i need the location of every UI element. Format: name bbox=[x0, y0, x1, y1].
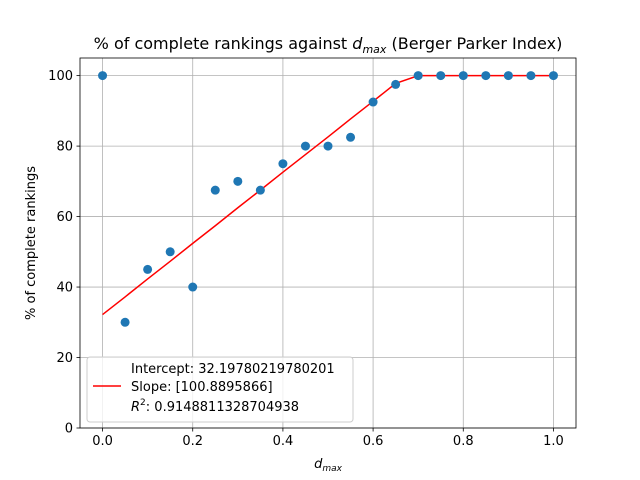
data-point bbox=[413, 71, 423, 81]
legend-slope: Slope: [100.8895866] bbox=[131, 380, 273, 395]
y-tick-label: 60 bbox=[56, 210, 73, 225]
y-axis-ticks: 0 20 40 60 80 100 bbox=[48, 69, 80, 437]
data-point bbox=[503, 71, 513, 81]
y-tick-label: 20 bbox=[56, 351, 73, 366]
y-tick-label: 100 bbox=[48, 69, 73, 84]
data-point bbox=[165, 247, 175, 257]
data-point bbox=[368, 97, 378, 107]
data-point bbox=[436, 71, 446, 81]
legend-r2-value: : 0.9148811328704938 bbox=[146, 400, 299, 415]
title-prefix: % of complete rankings against bbox=[94, 34, 353, 53]
title-var: d bbox=[352, 34, 363, 53]
data-point bbox=[233, 176, 243, 186]
data-point bbox=[481, 71, 491, 81]
legend: Intercept: 32.19780219780201 Slope: [100… bbox=[86, 356, 354, 423]
legend-r2-sup: 2 bbox=[140, 398, 146, 408]
data-point bbox=[210, 185, 220, 195]
legend-intercept: Intercept: 32.19780219780201 bbox=[131, 362, 335, 377]
x-tick-label: 0.6 bbox=[363, 434, 384, 449]
data-point bbox=[278, 159, 288, 169]
plot-frame bbox=[79, 57, 577, 429]
x-tick-label: 0.4 bbox=[273, 434, 294, 449]
data-point bbox=[255, 185, 265, 195]
scatter-points bbox=[98, 71, 558, 327]
data-point bbox=[143, 264, 153, 274]
data-point bbox=[346, 132, 356, 142]
data-point bbox=[526, 71, 536, 81]
regression-line bbox=[102, 74, 554, 316]
data-point bbox=[458, 71, 468, 81]
y-axis-label: % of complete rankings bbox=[24, 166, 39, 320]
legend-r2: R2: 0.9148811328704938 bbox=[131, 398, 299, 415]
x-tick-label: 0.0 bbox=[92, 434, 113, 449]
chart-title: % of complete rankings against dmax (Ber… bbox=[94, 34, 563, 56]
data-point bbox=[120, 317, 130, 327]
legend-box bbox=[86, 356, 354, 423]
data-point bbox=[391, 79, 401, 89]
data-point bbox=[548, 71, 558, 81]
x-axis-ticks: 0.0 0.2 0.4 0.6 0.8 1.0 bbox=[92, 428, 564, 449]
data-point bbox=[188, 282, 198, 292]
y-tick-label: 40 bbox=[56, 281, 73, 296]
x-tick-label: 0.8 bbox=[453, 434, 474, 449]
xlabel-sub: max bbox=[322, 464, 342, 474]
title-sub: max bbox=[362, 43, 386, 56]
title-suffix: (Berger Parker Index) bbox=[386, 34, 562, 53]
data-point bbox=[323, 141, 333, 151]
x-tick-label: 0.2 bbox=[182, 434, 203, 449]
legend-r2-label: R bbox=[131, 400, 140, 415]
data-point bbox=[300, 141, 310, 151]
x-axis-label: dmax bbox=[314, 457, 343, 474]
x-tick-label: 1.0 bbox=[543, 434, 564, 449]
xlabel-var: d bbox=[314, 457, 323, 472]
data-point bbox=[98, 71, 108, 81]
y-tick-label: 80 bbox=[56, 140, 73, 155]
y-tick-label: 0 bbox=[65, 422, 73, 437]
